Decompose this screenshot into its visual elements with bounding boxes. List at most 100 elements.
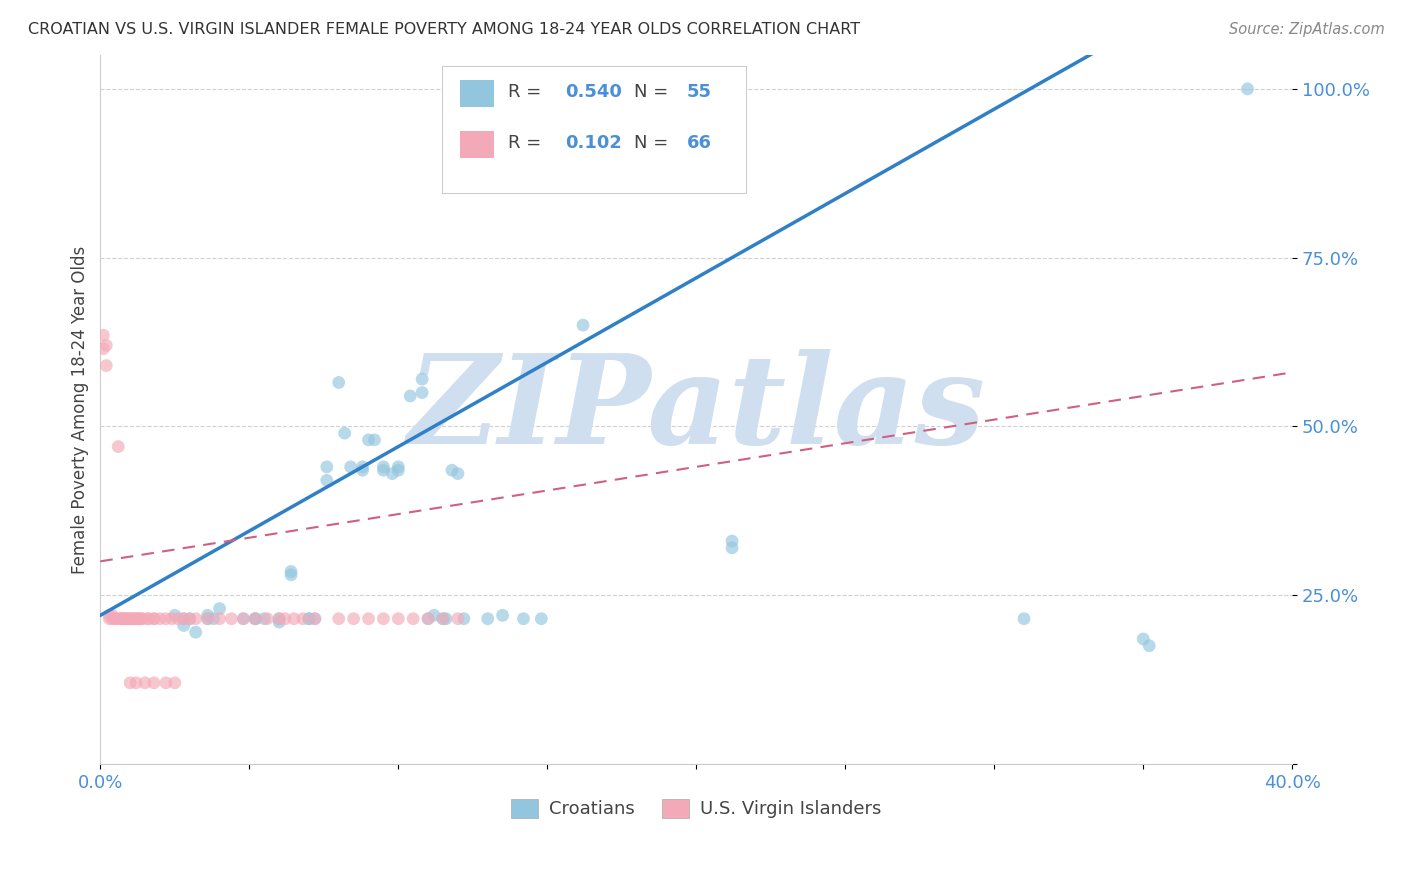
Point bbox=[298, 612, 321, 626]
Point bbox=[101, 612, 124, 626]
Point bbox=[136, 612, 159, 626]
Point bbox=[122, 612, 145, 626]
Point bbox=[131, 612, 153, 626]
Point bbox=[155, 612, 177, 626]
Point bbox=[91, 342, 114, 356]
Point bbox=[291, 612, 314, 626]
Text: CROATIAN VS U.S. VIRGIN ISLANDER FEMALE POVERTY AMONG 18-24 YEAR OLDS CORRELATIO: CROATIAN VS U.S. VIRGIN ISLANDER FEMALE … bbox=[28, 22, 860, 37]
Point bbox=[298, 612, 321, 626]
Point bbox=[328, 612, 350, 626]
Point bbox=[256, 612, 278, 626]
Point bbox=[399, 389, 422, 403]
Point bbox=[381, 467, 404, 481]
Point bbox=[96, 338, 118, 352]
Point bbox=[149, 612, 172, 626]
Text: 0.102: 0.102 bbox=[565, 134, 621, 152]
Point bbox=[373, 463, 395, 477]
Point bbox=[245, 612, 267, 626]
Point bbox=[134, 676, 156, 690]
Point bbox=[221, 612, 243, 626]
Point bbox=[434, 612, 457, 626]
Point bbox=[101, 608, 124, 623]
Point bbox=[245, 612, 267, 626]
Point bbox=[432, 612, 454, 626]
Point bbox=[411, 372, 433, 386]
Point bbox=[245, 612, 267, 626]
Point bbox=[91, 328, 114, 343]
Point bbox=[143, 612, 166, 626]
Point bbox=[197, 612, 219, 626]
Point bbox=[115, 612, 138, 626]
Point bbox=[1236, 82, 1258, 96]
Point bbox=[363, 433, 385, 447]
Point bbox=[112, 612, 135, 626]
Point bbox=[110, 612, 132, 626]
Point bbox=[160, 612, 183, 626]
Point bbox=[112, 612, 135, 626]
Point bbox=[184, 612, 207, 626]
Point bbox=[98, 612, 121, 626]
Point bbox=[173, 618, 195, 632]
Point bbox=[107, 440, 129, 454]
Point bbox=[128, 612, 150, 626]
Point bbox=[143, 612, 166, 626]
Point bbox=[274, 612, 297, 626]
Point bbox=[125, 612, 148, 626]
Text: 66: 66 bbox=[686, 134, 711, 152]
Point bbox=[357, 612, 380, 626]
Point bbox=[304, 612, 326, 626]
Point bbox=[155, 676, 177, 690]
Point bbox=[352, 463, 374, 477]
Point bbox=[283, 612, 305, 626]
Point bbox=[120, 612, 142, 626]
Point bbox=[315, 474, 337, 488]
Point bbox=[232, 612, 254, 626]
Point bbox=[136, 612, 159, 626]
Point bbox=[416, 612, 439, 626]
Point bbox=[333, 426, 356, 441]
Point bbox=[112, 612, 135, 626]
Point bbox=[208, 612, 231, 626]
Point bbox=[128, 612, 150, 626]
Point bbox=[357, 433, 380, 447]
Point bbox=[328, 376, 350, 390]
Point bbox=[104, 612, 127, 626]
Point bbox=[373, 459, 395, 474]
Point bbox=[184, 625, 207, 640]
Point bbox=[432, 612, 454, 626]
Text: Source: ZipAtlas.com: Source: ZipAtlas.com bbox=[1229, 22, 1385, 37]
Point bbox=[721, 541, 744, 555]
Text: R =: R = bbox=[508, 134, 547, 152]
Point bbox=[98, 608, 121, 623]
Point bbox=[110, 612, 132, 626]
Point bbox=[280, 565, 302, 579]
Point bbox=[232, 612, 254, 626]
Legend: Croatians, U.S. Virgin Islanders: Croatians, U.S. Virgin Islanders bbox=[503, 792, 889, 826]
Text: ZIPatlas: ZIPatlas bbox=[408, 349, 986, 470]
Point bbox=[143, 676, 166, 690]
Point bbox=[120, 676, 142, 690]
Point bbox=[115, 612, 138, 626]
Point bbox=[202, 612, 225, 626]
Point bbox=[269, 615, 291, 629]
Point bbox=[197, 612, 219, 626]
FancyBboxPatch shape bbox=[443, 66, 747, 194]
Point bbox=[416, 612, 439, 626]
Point bbox=[315, 459, 337, 474]
Point bbox=[179, 612, 201, 626]
Point bbox=[721, 534, 744, 549]
Point bbox=[512, 612, 534, 626]
Point bbox=[125, 612, 148, 626]
Point bbox=[163, 608, 186, 623]
Point bbox=[107, 612, 129, 626]
Point bbox=[269, 612, 291, 626]
Point bbox=[120, 612, 142, 626]
Point bbox=[453, 612, 475, 626]
Point bbox=[373, 612, 395, 626]
Point bbox=[166, 612, 188, 626]
Point bbox=[447, 612, 470, 626]
Point bbox=[387, 459, 409, 474]
Point bbox=[387, 612, 409, 626]
Point bbox=[411, 385, 433, 400]
Text: N =: N = bbox=[634, 83, 675, 101]
